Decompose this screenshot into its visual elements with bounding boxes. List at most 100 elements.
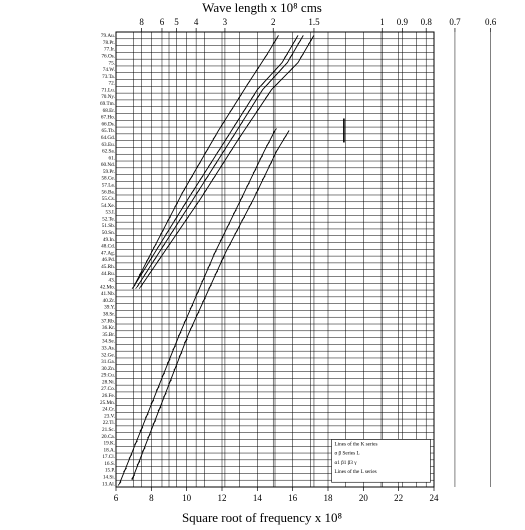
data-point-mark <box>265 94 269 99</box>
data-point-mark <box>264 53 269 58</box>
element-label: 39.Y. <box>104 305 115 311</box>
data-point-mark <box>237 135 242 140</box>
top-tick-label: 5 <box>174 17 179 27</box>
legend-frame <box>331 439 431 483</box>
data-point-mark <box>190 189 195 194</box>
data-point-mark <box>166 359 171 364</box>
top-tick-label: 0.7 <box>449 17 461 27</box>
data-point-mark <box>226 223 231 228</box>
data-point-mark <box>201 277 206 283</box>
data-point-mark <box>241 216 246 221</box>
element-label: 69.Tm. <box>100 101 115 107</box>
element-label: 48.Cd. <box>101 244 115 250</box>
element-label: 30.Zn. <box>101 366 115 372</box>
data-point-mark <box>242 107 247 113</box>
element-label: 75. <box>109 60 115 66</box>
top-tick-label: 1 <box>380 17 385 27</box>
element-label: 18.A. <box>103 447 115 453</box>
data-point-mark <box>183 318 188 323</box>
data-point-mark <box>183 338 188 344</box>
data-point-mark <box>222 148 226 154</box>
element-label: 41.Nb. <box>101 291 115 297</box>
bottom-tick-label: 10 <box>182 493 192 503</box>
data-point-mark <box>148 270 152 276</box>
top-tick-label: 0.6 <box>485 17 497 27</box>
element-label: 49.In. <box>103 237 115 243</box>
element-label: 55.Cs. <box>102 196 115 202</box>
element-label: 40.Zr. <box>103 298 115 304</box>
data-point-mark <box>268 162 273 167</box>
data-point-mark <box>239 196 244 201</box>
bottom-tick-label: 18 <box>324 493 334 503</box>
element-label: 70.Ny. <box>101 94 115 100</box>
element-label: 17.Cl. <box>102 454 115 460</box>
data-point-mark <box>225 135 230 140</box>
data-point-mark <box>196 189 200 194</box>
bottom-tick-label: 8 <box>149 493 154 503</box>
element-label: 19.K. <box>103 441 115 447</box>
bottom-tick-label: 16 <box>288 493 298 503</box>
series-line <box>119 130 276 484</box>
bottom-tick-label: 12 <box>218 493 227 503</box>
legend-entry: Lines of the L series <box>335 468 377 475</box>
data-point-mark <box>256 94 261 99</box>
element-label: 54.Xe. <box>101 203 115 209</box>
element-label: 46.Pd. <box>102 257 115 263</box>
bottom-tick-label: 6 <box>114 493 119 503</box>
data-point-mark <box>189 304 194 310</box>
plot-border <box>115 31 435 488</box>
element-label: 36.Kr. <box>102 325 115 331</box>
data-point-mark <box>167 216 171 221</box>
data-point-mark <box>145 257 150 262</box>
data-point-mark <box>220 121 225 126</box>
element-label: 51.Sb. <box>102 223 115 229</box>
data-point-mark <box>247 107 252 113</box>
data-point-mark <box>187 202 192 208</box>
element-label: 23.V. <box>104 413 115 419</box>
plot-frame <box>115 31 435 488</box>
data-point-mark <box>150 399 155 405</box>
data-point-mark <box>255 107 260 113</box>
data-point-mark <box>144 413 149 418</box>
data-point-mark <box>308 39 312 45</box>
series-line <box>140 35 315 287</box>
legend-entry: α β Series L <box>335 451 360 457</box>
data-point-mark <box>157 257 162 262</box>
data-point-mark <box>155 386 160 391</box>
element-label: 14.Si. <box>103 475 115 481</box>
data-point-mark <box>185 216 189 221</box>
data-point-mark <box>195 311 200 317</box>
data-point-mark <box>234 121 238 126</box>
element-label: 74.W. <box>103 67 115 73</box>
data-point-mark <box>204 175 209 181</box>
element-label: 62.Sa. <box>102 149 115 155</box>
data-point-mark <box>152 420 157 425</box>
data-point-mark <box>148 257 153 262</box>
data-point-mark <box>131 474 136 480</box>
data-point-mark <box>283 135 287 140</box>
data-point-mark <box>211 175 216 181</box>
data-point-mark <box>189 325 194 330</box>
element-label: 32.Ge. <box>101 352 115 358</box>
data-point-mark <box>238 94 242 99</box>
element-label: 71.Lu. <box>101 87 115 93</box>
element-label: 27.Co. <box>101 386 115 392</box>
element-label: 57.La. <box>102 182 115 188</box>
data-point-mark <box>135 284 140 289</box>
data-point-mark <box>251 94 255 99</box>
data-point-mark <box>173 216 178 221</box>
element-label: 33.As. <box>101 345 115 351</box>
element-label: 35.Br. <box>102 332 115 338</box>
data-point-mark <box>181 189 186 194</box>
element-label: 63.Eu. <box>101 142 115 148</box>
element-label: 78.Pt. <box>103 40 115 46</box>
data-point-mark <box>216 148 221 154</box>
data-point-mark <box>297 39 302 45</box>
data-point-mark <box>196 162 201 167</box>
data-point-mark <box>128 454 133 459</box>
legend-box: Lines of the K series α β Series L α1 β1 β… <box>331 439 431 483</box>
element-label: 15.P. <box>105 468 115 474</box>
data-point-mark <box>246 182 250 188</box>
data-point-mark <box>173 365 178 371</box>
